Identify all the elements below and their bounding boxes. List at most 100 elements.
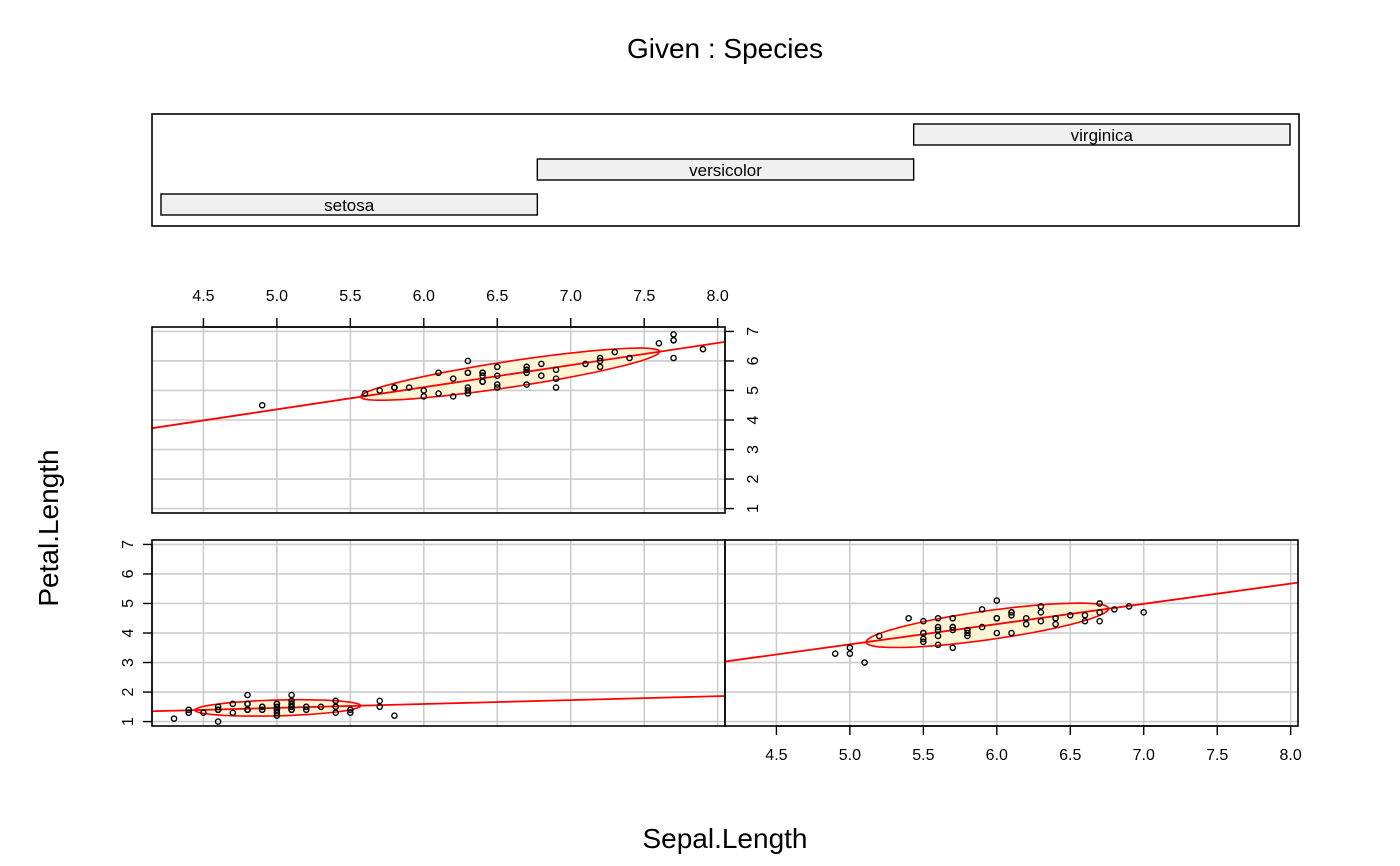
data-point — [538, 360, 545, 368]
data-point — [699, 345, 707, 353]
data-point — [978, 606, 986, 613]
data-point — [1096, 617, 1103, 625]
data-point — [993, 597, 1001, 604]
x-tick-label: 5.5 — [339, 288, 361, 305]
data-point — [1037, 603, 1045, 610]
data-point — [552, 366, 560, 374]
data-point — [449, 393, 457, 400]
data-point — [875, 632, 883, 640]
data-point — [302, 703, 310, 711]
data-point — [523, 363, 530, 371]
regression-line-setosa — [152, 695, 725, 713]
data-point — [523, 381, 530, 388]
data-point — [244, 691, 251, 699]
x-tick-label: 6.0 — [413, 288, 435, 305]
data-point — [464, 357, 472, 365]
axes: 4.5 5.0 5.5 6.0 6.5 7.0 7.5 8.0 4.5 5.0 5.5 6.0 6.5 7… — [120, 288, 1302, 764]
given-interval-setosa — [160, 193, 539, 216]
data-point — [655, 339, 663, 347]
data-point — [1125, 603, 1133, 610]
y-tick-label: 5 — [745, 386, 762, 395]
x-tick-label: 4.5 — [765, 747, 787, 764]
data-point — [273, 700, 281, 708]
data-point — [258, 706, 266, 714]
data-point — [670, 331, 677, 338]
data-point — [1022, 614, 1030, 622]
data-point — [920, 635, 927, 643]
given-interval-virginica — [912, 123, 1291, 146]
data-point — [332, 703, 339, 711]
data-point — [214, 718, 222, 725]
x-tick-label: 5.0 — [839, 747, 861, 764]
data-point — [934, 641, 942, 649]
data-point — [993, 614, 1001, 622]
data-point — [1052, 614, 1059, 622]
regression-line-virginica — [152, 340, 725, 430]
data-point — [1037, 617, 1045, 625]
data-point — [920, 629, 927, 637]
data-point — [317, 703, 325, 711]
data-point — [464, 369, 472, 377]
data-point — [1096, 609, 1103, 616]
y-tick-label: 7 — [745, 327, 762, 336]
data-point — [391, 712, 398, 719]
data-point — [861, 659, 868, 666]
data-point — [479, 369, 486, 377]
data-point — [332, 709, 339, 717]
data-point — [288, 691, 295, 699]
x-tick-label: 7.0 — [560, 288, 582, 305]
data-point — [596, 357, 604, 365]
data-point — [288, 703, 295, 711]
data-point — [846, 644, 854, 652]
x-tick-label: 6.5 — [486, 288, 508, 305]
data-point — [831, 650, 839, 657]
data-point — [523, 366, 530, 374]
data-point — [538, 372, 545, 380]
data-point — [464, 390, 472, 397]
data-point — [464, 384, 472, 391]
data-point — [949, 626, 957, 634]
data-point — [934, 623, 942, 631]
given-level-label: virginica — [1071, 126, 1134, 145]
data-point — [1111, 606, 1118, 613]
data-point — [347, 709, 354, 717]
given-level-label: setosa — [324, 196, 375, 215]
data-point — [376, 697, 384, 705]
data-point — [185, 709, 193, 717]
data-point — [185, 706, 193, 714]
data-point — [964, 632, 971, 640]
data-point — [1052, 620, 1059, 628]
y-tick-label: 6 — [745, 356, 762, 365]
data-point — [1081, 611, 1089, 619]
data-point — [229, 700, 237, 708]
y-tick-label: 4 — [745, 415, 762, 424]
data-point — [1140, 609, 1148, 616]
y-tick-label: 1 — [745, 504, 762, 513]
data-point — [229, 709, 237, 717]
given-level-label: versicolor — [689, 161, 762, 180]
data-point — [596, 363, 604, 371]
y-tick-label: 5 — [120, 599, 137, 608]
data-point — [1008, 609, 1015, 616]
x-axis: 4.5 5.0 5.5 6.0 6.5 7.0 7.5 8.0 — [192, 288, 729, 328]
y-tick-label: 2 — [120, 688, 137, 697]
data-point — [523, 369, 530, 377]
data-point — [934, 626, 942, 634]
data-point — [391, 384, 398, 391]
data-point — [376, 703, 384, 711]
data-point — [905, 614, 912, 622]
data-point — [964, 626, 971, 634]
data-point — [493, 372, 501, 380]
data-point — [405, 384, 413, 391]
data-point — [1022, 620, 1030, 628]
data-point — [273, 709, 281, 717]
data-point — [288, 700, 295, 708]
chart-title: Given : Species — [627, 33, 823, 64]
data-point — [920, 617, 927, 625]
x-tick-label: 5.5 — [912, 747, 934, 764]
panel-versicolor — [724, 539, 1299, 727]
data-point — [273, 712, 281, 719]
data-point — [200, 709, 207, 717]
y-axis-label: Petal.Length — [33, 449, 64, 606]
